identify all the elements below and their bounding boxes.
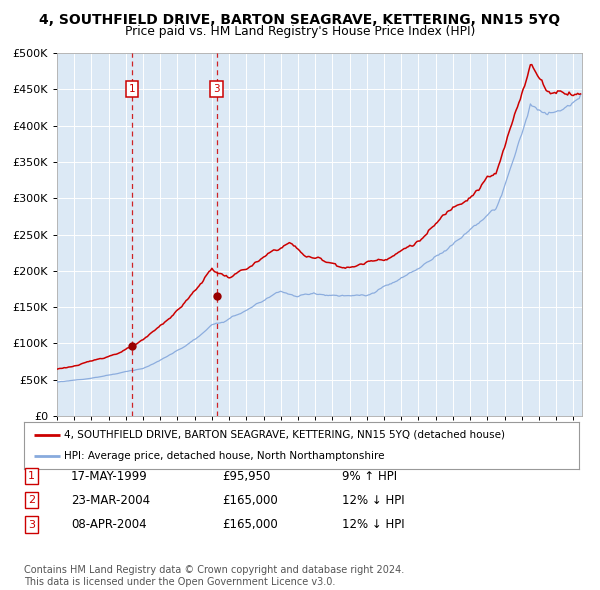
Text: Contains HM Land Registry data © Crown copyright and database right 2024.
This d: Contains HM Land Registry data © Crown c… — [24, 565, 404, 587]
Text: 9% ↑ HPI: 9% ↑ HPI — [342, 470, 397, 483]
Text: 3: 3 — [213, 84, 220, 94]
Text: 12% ↓ HPI: 12% ↓ HPI — [342, 518, 404, 531]
Text: £95,950: £95,950 — [222, 470, 271, 483]
Text: 2: 2 — [28, 496, 35, 505]
Text: 1: 1 — [129, 84, 136, 94]
Text: 4, SOUTHFIELD DRIVE, BARTON SEAGRAVE, KETTERING, NN15 5YQ: 4, SOUTHFIELD DRIVE, BARTON SEAGRAVE, KE… — [40, 13, 560, 27]
Text: £165,000: £165,000 — [222, 494, 278, 507]
Text: 23-MAR-2004: 23-MAR-2004 — [71, 494, 150, 507]
Text: £165,000: £165,000 — [222, 518, 278, 531]
Text: Price paid vs. HM Land Registry's House Price Index (HPI): Price paid vs. HM Land Registry's House … — [125, 25, 475, 38]
Text: 1: 1 — [28, 471, 35, 481]
Text: 08-APR-2004: 08-APR-2004 — [71, 518, 146, 531]
Text: 4, SOUTHFIELD DRIVE, BARTON SEAGRAVE, KETTERING, NN15 5YQ (detached house): 4, SOUTHFIELD DRIVE, BARTON SEAGRAVE, KE… — [64, 430, 505, 440]
Text: 3: 3 — [28, 520, 35, 529]
Text: 17-MAY-1999: 17-MAY-1999 — [71, 470, 148, 483]
Text: 12% ↓ HPI: 12% ↓ HPI — [342, 494, 404, 507]
Text: HPI: Average price, detached house, North Northamptonshire: HPI: Average price, detached house, Nort… — [64, 451, 385, 461]
